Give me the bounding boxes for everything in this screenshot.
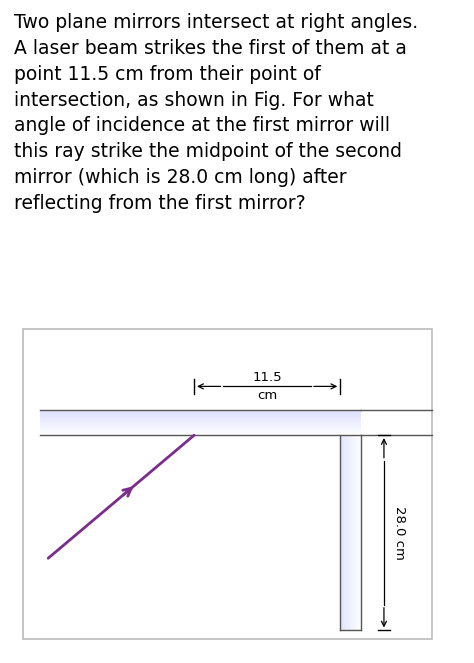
Bar <box>40 420 361 421</box>
Bar <box>40 414 361 415</box>
Bar <box>40 416 361 418</box>
Bar <box>351 435 352 631</box>
Text: 11.5: 11.5 <box>252 371 282 385</box>
Bar <box>40 429 361 430</box>
Bar <box>40 430 361 431</box>
Bar <box>40 427 361 428</box>
Text: cm: cm <box>257 389 277 402</box>
Bar <box>353 435 354 631</box>
Text: 28.0 cm: 28.0 cm <box>393 506 406 560</box>
Bar <box>40 412 361 413</box>
Bar <box>40 434 361 435</box>
Bar <box>359 435 360 631</box>
Bar <box>40 428 361 429</box>
Text: Two plane mirrors intersect at right angles.
A laser beam strikes the first of t: Two plane mirrors intersect at right ang… <box>14 13 419 213</box>
Bar <box>40 431 361 432</box>
Bar <box>360 435 361 631</box>
Bar <box>346 435 347 631</box>
Bar <box>341 435 342 631</box>
Bar <box>40 419 361 420</box>
Bar <box>347 435 348 631</box>
Bar <box>344 435 346 631</box>
Bar <box>40 410 361 412</box>
Bar <box>342 435 343 631</box>
Bar <box>40 421 361 422</box>
Bar <box>40 426 361 427</box>
Bar <box>356 435 357 631</box>
Bar <box>40 422 361 423</box>
Bar <box>40 418 361 419</box>
Bar <box>40 415 361 416</box>
Bar <box>40 433 361 434</box>
Bar <box>40 425 361 426</box>
Bar <box>40 413 361 414</box>
Bar <box>357 435 358 631</box>
Bar <box>354 435 355 631</box>
Bar <box>352 435 353 631</box>
Bar <box>348 435 349 631</box>
Bar <box>358 435 359 631</box>
Bar <box>40 432 361 433</box>
Bar <box>40 423 361 424</box>
Bar <box>349 435 351 631</box>
Bar <box>340 435 341 631</box>
Bar <box>40 424 361 425</box>
Bar <box>355 435 356 631</box>
Bar <box>343 435 344 631</box>
FancyBboxPatch shape <box>23 329 432 639</box>
